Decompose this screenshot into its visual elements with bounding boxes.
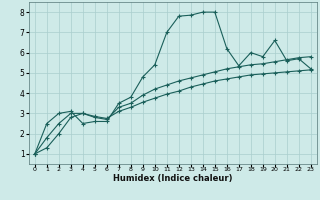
X-axis label: Humidex (Indice chaleur): Humidex (Indice chaleur) (113, 174, 233, 183)
